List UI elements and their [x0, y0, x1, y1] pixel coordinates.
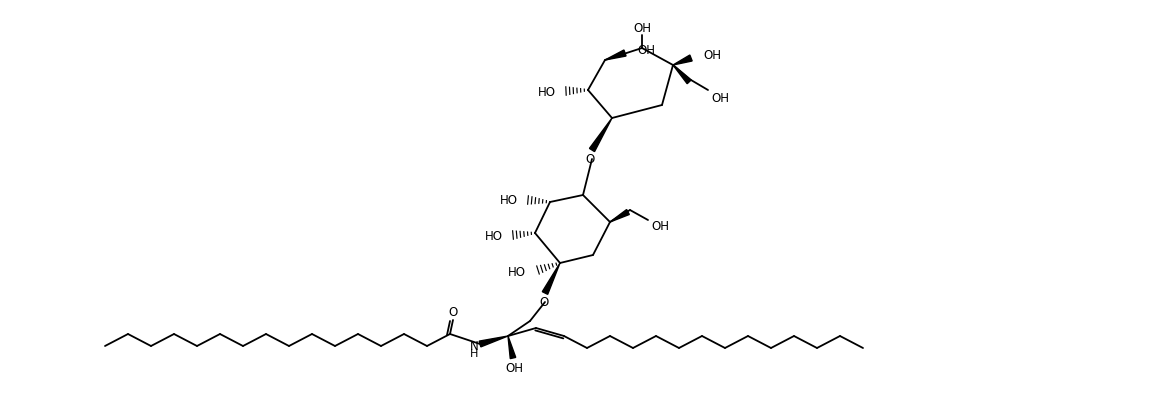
Text: HO: HO	[538, 85, 556, 98]
Text: HO: HO	[500, 193, 518, 206]
Text: OH: OH	[505, 362, 523, 374]
Text: OH: OH	[651, 219, 669, 233]
Text: O: O	[586, 153, 595, 166]
Polygon shape	[542, 263, 561, 294]
Text: HO: HO	[485, 229, 503, 243]
Polygon shape	[508, 336, 516, 359]
Polygon shape	[589, 118, 612, 152]
Polygon shape	[479, 336, 508, 347]
Text: OH: OH	[633, 22, 651, 35]
Text: H: H	[470, 349, 478, 359]
Polygon shape	[605, 50, 626, 60]
Polygon shape	[673, 65, 691, 84]
Polygon shape	[673, 55, 692, 65]
Text: N: N	[470, 339, 479, 352]
Text: OH: OH	[637, 43, 655, 56]
Text: O: O	[540, 296, 549, 309]
Text: O: O	[449, 306, 458, 319]
Text: HO: HO	[508, 266, 526, 279]
Polygon shape	[610, 210, 630, 222]
Text: OH: OH	[711, 91, 729, 105]
Text: OH: OH	[703, 48, 721, 61]
